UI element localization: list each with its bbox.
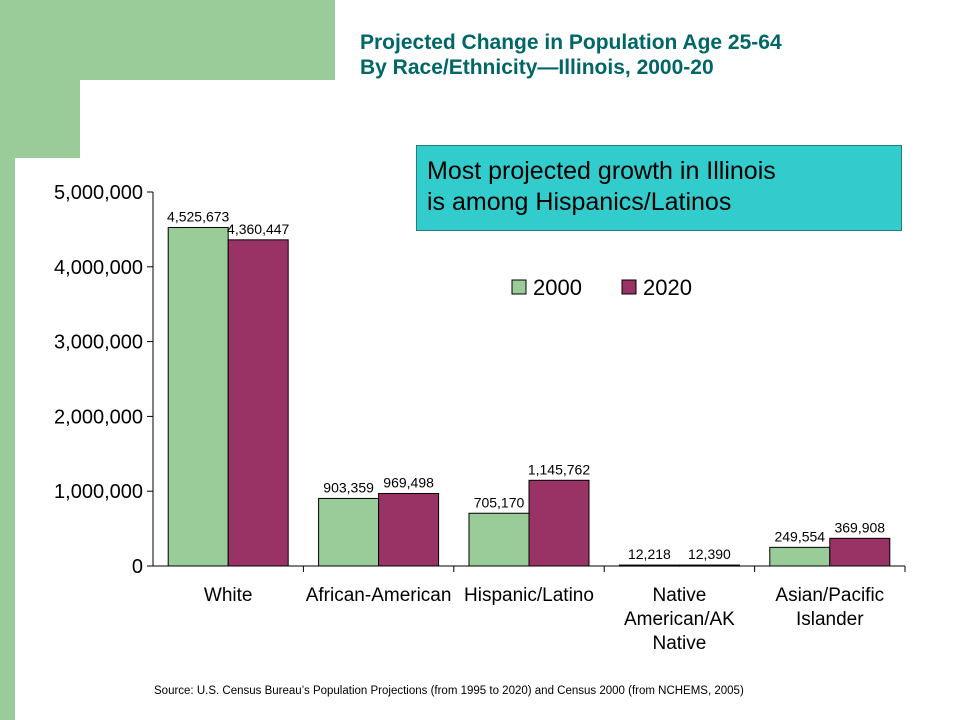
x-tick-label: Hispanic/Latino xyxy=(464,585,594,606)
left-accent-lower xyxy=(0,158,15,720)
left-white-gap xyxy=(15,158,80,720)
legend-swatch-2000 xyxy=(511,279,527,295)
y-tick-label: 3,000,000 xyxy=(54,332,143,354)
bar-2020 xyxy=(227,239,289,567)
bar-2000 xyxy=(769,546,831,567)
bar-2000 xyxy=(318,497,380,567)
data-label: 4,360,447 xyxy=(227,221,289,237)
y-tick-label: 0 xyxy=(132,556,143,578)
legend-label: 2000 xyxy=(533,275,582,300)
source-note: Source: U.S. Census Bureau’s Population … xyxy=(154,685,744,697)
y-tick-label: 4,000,000 xyxy=(54,257,143,279)
slide-title: Projected Change in Population Age 25-64… xyxy=(360,31,782,79)
bar-2000 xyxy=(618,564,680,567)
left-accent-upper xyxy=(0,0,15,158)
background-top-band xyxy=(0,0,335,80)
bar-2020 xyxy=(678,564,740,567)
data-label: 12,218 xyxy=(628,546,671,562)
bar-2000 xyxy=(468,512,530,567)
legend-swatch-2020 xyxy=(621,279,637,295)
x-tick-label: Asian/Pacific Islander xyxy=(775,585,884,630)
data-label: 903,359 xyxy=(323,479,374,495)
bar-2020 xyxy=(378,492,440,567)
y-tick-label: 2,000,000 xyxy=(54,406,143,428)
data-label: 969,498 xyxy=(383,474,434,490)
page-number: 9 xyxy=(26,664,43,697)
bar-2000 xyxy=(167,226,229,567)
data-label: 4,525,673 xyxy=(167,208,229,224)
x-tick-label: White xyxy=(204,585,253,606)
data-label: 705,170 xyxy=(474,494,525,510)
data-label: 1,145,762 xyxy=(528,461,590,477)
x-tick-label: Native American/AK Native xyxy=(624,585,735,654)
data-label: 249,554 xyxy=(774,528,825,544)
callout-box: Most projected growth in Illinois is amo… xyxy=(416,145,902,231)
y-tick-label: 1,000,000 xyxy=(54,481,143,503)
data-label: 369,908 xyxy=(834,519,885,535)
data-label: 12,390 xyxy=(688,546,731,562)
legend-label: 2020 xyxy=(643,275,692,300)
bar-2020 xyxy=(829,537,891,567)
x-tick-label: African-American xyxy=(306,585,452,606)
y-tick-label: 5,000,000 xyxy=(54,182,143,204)
bar-2020 xyxy=(528,479,590,567)
